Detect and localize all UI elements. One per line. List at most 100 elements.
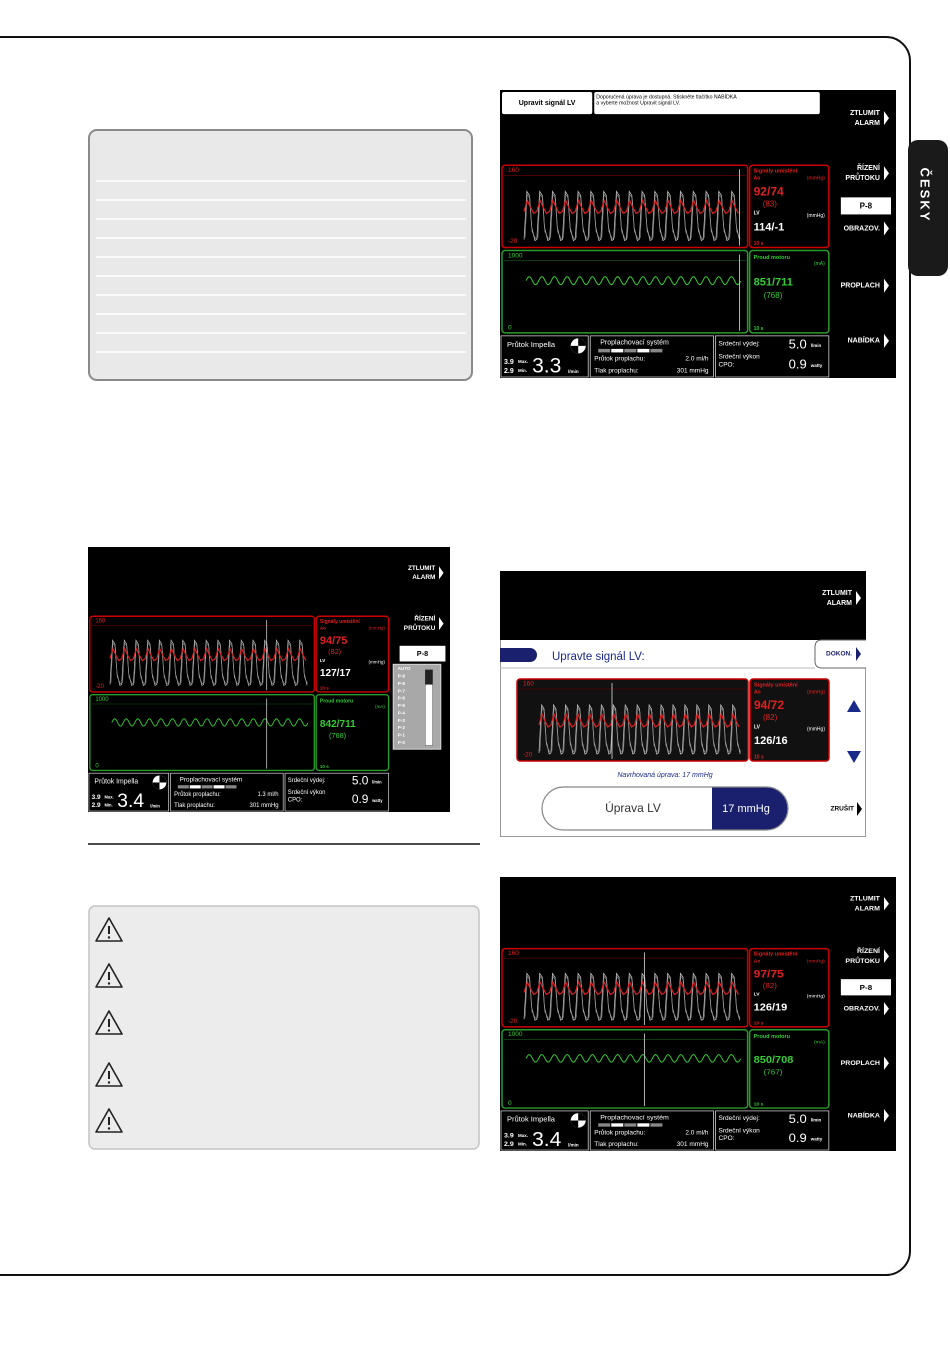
warning-box [88, 905, 480, 1150]
plot-y-top: 160 [508, 167, 519, 174]
motor-mean: (768) [764, 291, 783, 300]
ao-label: Ao [320, 625, 326, 630]
button-label: OBRAZOV. [844, 225, 880, 232]
purge-box [589, 1110, 714, 1151]
level-item: P-3 [398, 718, 406, 723]
purge-flow-label: Průtok proplachu: [594, 1129, 645, 1137]
message-tab-label: Upravit signál LV [519, 100, 576, 107]
header-pill [500, 648, 537, 662]
motor-waveform [525, 276, 742, 286]
purge-gauge [637, 1123, 650, 1127]
button-arrow [883, 949, 889, 963]
warning-icon [95, 1010, 123, 1035]
pressure-values [748, 947, 830, 1028]
cpo-unit: watty [810, 1137, 823, 1142]
plot-y-top: 1000 [508, 252, 523, 259]
level-item: P-6 [398, 696, 406, 701]
motor-waveform [525, 1054, 742, 1063]
warning-icon [95, 963, 123, 988]
pressure-title: Signály umístění [754, 682, 798, 688]
co-label: Srdeční výdej: [719, 1115, 761, 1122]
ao-mean: (82) [763, 713, 778, 722]
purge-gauge [177, 785, 189, 789]
up-arrow [847, 700, 861, 712]
flow-max-label: Max. [518, 359, 528, 364]
warning-icon-dot [107, 1029, 111, 1032]
plot-y-top: 160 [508, 950, 519, 957]
ao-mean: (82) [328, 647, 341, 656]
cpo-value: 0.9 [789, 1130, 807, 1145]
purge-flow-value: 2.0 ml/h [685, 356, 708, 363]
plot-y-top: 1000 [508, 1031, 523, 1038]
flow-min: 2.9 [92, 802, 101, 809]
lv-waveform [524, 193, 741, 239]
lv-unit: (mmHg) [368, 660, 385, 665]
button-label: NABÍDKA [848, 336, 880, 345]
ao-value: 92/74 [754, 185, 784, 199]
motor-waveform [111, 718, 309, 727]
cpo-label: Srdeční výkon [719, 1128, 761, 1135]
plot-y-top: 1000 [95, 697, 109, 703]
plot-y-bottom: -20 [523, 752, 533, 759]
flow-unit: l/min [150, 804, 160, 809]
lv-value: 127/17 [320, 668, 351, 679]
purge-flow-value: 1.3 ml/h [257, 792, 278, 798]
co-label: Srdeční výdej: [719, 341, 760, 348]
plot-y-bottom: 0 [95, 763, 99, 769]
button-label: PROPLACH [841, 283, 880, 290]
flow-unit: l/min [568, 369, 579, 374]
button-label: ZTLUMIT [408, 565, 435, 572]
adjust-label: Úprava LV [605, 800, 661, 815]
motor-unit: (mA) [814, 1040, 825, 1046]
purge-gauge [225, 785, 237, 789]
button-arrow [883, 278, 889, 293]
motor-values [748, 1029, 830, 1109]
cpo-label: CPO: [719, 362, 735, 369]
motor-value: 850/708 [754, 1054, 794, 1066]
button-arrow [883, 897, 889, 911]
pressure-title: Signály umístění [754, 952, 798, 958]
button-arrow [883, 333, 889, 348]
ao-unit: (mmHg) [807, 176, 825, 182]
purge-gauge [598, 348, 611, 353]
motor-value: 842/711 [320, 719, 356, 730]
output-box [715, 1110, 830, 1151]
motor-title: Proud motoru [754, 1034, 790, 1040]
co-label: Srdeční výdej: [288, 778, 326, 784]
button-arrow [883, 1056, 889, 1070]
level-item: P-7 [398, 688, 406, 693]
purge-pressure-label: Tlak proplachu: [174, 803, 215, 809]
purge-pressure-label: Tlak proplachu: [594, 368, 639, 375]
pressure-values [315, 615, 390, 693]
ao-waveform [109, 646, 307, 662]
flow-value: 3.3 [532, 355, 561, 378]
pressure-plot [516, 678, 749, 762]
flow-min-label: Min. [518, 1142, 527, 1147]
button-arrow [883, 111, 889, 126]
cpo-value: 0.9 [352, 792, 369, 806]
ao-mean: (83) [763, 200, 778, 209]
plot-y-bottom: -20 [95, 684, 104, 690]
lv-waveform [523, 190, 741, 242]
purge-gauge [650, 348, 663, 353]
plot-y-top: 160 [523, 681, 534, 688]
pressure-values [749, 678, 830, 762]
pump-level: P-8 [860, 983, 873, 992]
suggestion: Navrhovaná úprava: 17 mmHg [617, 772, 712, 779]
level-item: AUTO [398, 666, 411, 671]
purge-gauge [624, 1123, 637, 1127]
purge-title: Proplachovací systém [600, 340, 669, 347]
side-tab [908, 140, 948, 276]
flow-max: 3.9 [504, 1133, 514, 1140]
ao-waveform [523, 198, 739, 215]
ao-unit: (mmHg) [807, 958, 825, 964]
cpo-label: Srdeční výkon [288, 790, 326, 796]
purge-gauge [611, 1123, 624, 1127]
button-arrow [883, 1002, 889, 1016]
ao-label: Ao [754, 689, 761, 695]
button-label: PRŮTOKU [845, 172, 880, 182]
time-scale: 10 s [320, 764, 329, 769]
pressure-title: Signály umístění [754, 169, 798, 175]
